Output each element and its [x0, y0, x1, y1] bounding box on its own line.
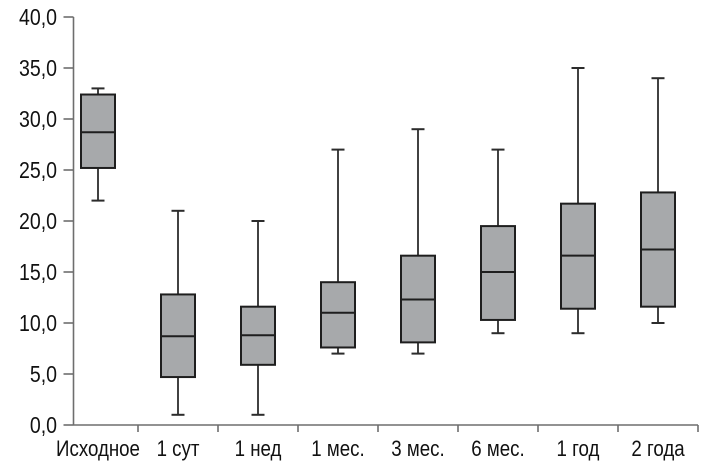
x-tick-label: 1 сут [157, 438, 200, 462]
boxplot-box [160, 209, 196, 416]
boxplot-box [320, 148, 356, 355]
x-tick-label: Исходное [56, 438, 140, 462]
boxplot-box [240, 220, 276, 416]
y-tick-label: 35,0 [19, 56, 57, 82]
y-tick-label: 5,0 [30, 362, 57, 388]
x-tick-label: 1 мес. [311, 438, 364, 462]
boxplot-box [560, 67, 596, 335]
x-tick-label: 6 мес. [471, 438, 524, 462]
y-tick-label: 25,0 [19, 158, 57, 184]
boxplot-box [400, 128, 436, 355]
boxplot-box [480, 148, 516, 335]
boxplot-box [640, 77, 676, 324]
x-tick-label: 2 года [631, 438, 685, 462]
y-tick-label: 0,0 [30, 413, 57, 439]
boxplot-box [80, 87, 116, 202]
x-tick-label: 1 год [557, 438, 600, 462]
y-tick-label: 10,0 [19, 311, 57, 337]
iqr-box [480, 225, 516, 321]
y-tick-label: 30,0 [19, 107, 57, 133]
axes: 0,0 5,0 10,0 15,0 20,0 25,0 30,0 35,0 40,0 Исходн… [19, 5, 699, 462]
iqr-box [320, 281, 356, 349]
x-tick-label: 1 нед [235, 438, 282, 462]
iqr-box [80, 93, 116, 169]
x-tick-label: 3 мес. [391, 438, 444, 462]
y-tick-label: 20,0 [19, 209, 57, 235]
y-tick-label: 40,0 [19, 5, 57, 31]
y-tick-label: 15,0 [19, 260, 57, 286]
